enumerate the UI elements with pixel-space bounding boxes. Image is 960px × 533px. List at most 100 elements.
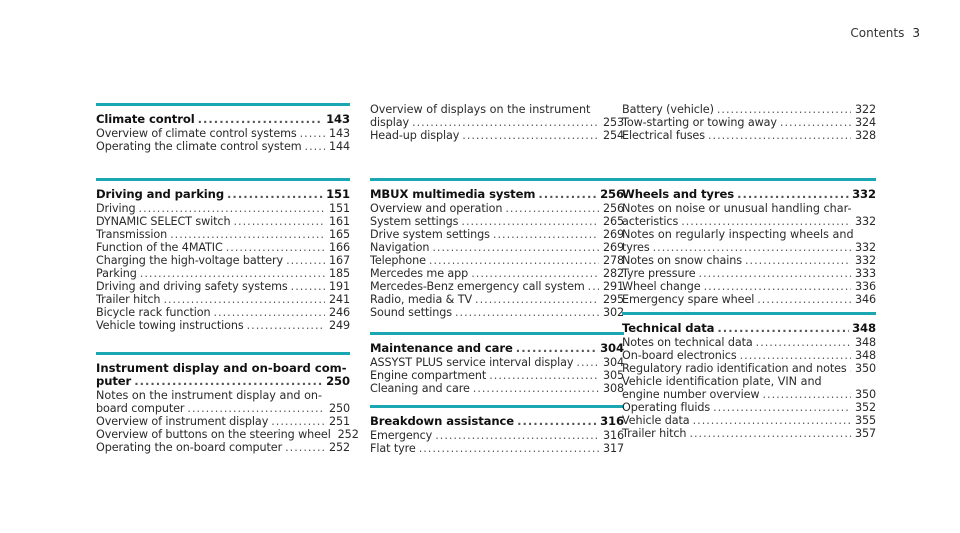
toc-heading-page: 332 [852, 187, 876, 201]
toc-entry-line1: Vehicle identification plate, VIN and [622, 375, 822, 388]
toc-entry-page: 308 [602, 382, 624, 395]
toc-entry[interactable]: Charging the high-voltage battery 167 [96, 254, 350, 267]
toc-entry-page: 302 [602, 306, 624, 319]
toc-entry[interactable]: Trailer hitch 357 [622, 427, 876, 440]
toc-heading[interactable]: Breakdown assistance 316 [370, 415, 624, 429]
toc-entry[interactable]: Driving and driving safety systems 191 [96, 280, 350, 293]
toc-entry[interactable]: Transmission 165 [96, 228, 350, 241]
toc-entry[interactable]: acteristics 332 [622, 215, 876, 228]
toc-entry-title: Mercedes me app [370, 267, 469, 280]
dot-leader [740, 349, 851, 362]
toc-entry-page: 252 [337, 428, 359, 441]
toc-entry[interactable]: Mercedes me app 282 [370, 267, 624, 280]
dot-leader [493, 228, 599, 241]
toc-heading[interactable]: MBUX multimedia system 256 [370, 188, 624, 202]
dot-leader [247, 319, 325, 332]
toc-entry[interactable]: Vehicle data 355 [622, 414, 876, 427]
toc-entry-title: Trailer hitch [622, 427, 687, 440]
toc-entry[interactable]: Drive system settings 269 [370, 228, 624, 241]
toc-entry[interactable]: engine number overview 350 [622, 388, 876, 401]
toc-entry[interactable]: Overview of climate control systems 143 [96, 127, 350, 140]
toc-entry-page: 333 [854, 267, 876, 280]
toc-entry-page: 291 [602, 280, 624, 293]
toc-entry[interactable]: Mercedes-Benz emergency call system 291 [370, 280, 624, 293]
toc-entry[interactable]: Engine compartment 305 [370, 369, 624, 382]
dot-leader [762, 388, 851, 401]
toc-entry[interactable]: Wheel change 336 [622, 280, 876, 293]
toc-entry[interactable]: Bicycle rack function 246 [96, 306, 350, 319]
toc-entry[interactable]: Operating the climate control system 144 [96, 140, 350, 153]
dot-leader [170, 228, 325, 241]
toc-entry-title: Operating the climate control system [96, 140, 302, 153]
toc-entry-page: 241 [328, 293, 350, 306]
toc-entry-page: 295 [602, 293, 624, 306]
toc-heading-title: Climate control [96, 112, 195, 126]
dot-leader [198, 113, 324, 126]
toc-entry-page: 151 [328, 202, 350, 215]
dot-leader [462, 129, 599, 142]
section-rule [370, 332, 624, 335]
toc-entry[interactable]: Cleaning and care 308 [370, 382, 624, 395]
toc-entry-title: Overview of buttons on the steering whee… [96, 428, 331, 441]
toc-entry[interactable]: On-board electronics 348 [622, 349, 876, 362]
toc-entry[interactable]: Electrical fuses 328 [622, 129, 876, 142]
dot-leader [681, 215, 851, 228]
toc-entry[interactable]: board computer 250 [96, 402, 350, 415]
toc-entry[interactable]: Function of the 4MATIC 166 [96, 241, 350, 254]
toc-entry[interactable]: Emergency 316 [370, 429, 624, 442]
toc-entry[interactable]: Telephone 278 [370, 254, 624, 267]
toc-entry[interactable]: Notes on snow chains 332 [622, 254, 876, 267]
toc-heading[interactable]: puter 250 [96, 375, 350, 389]
toc-entry[interactable]: Tyre pressure 333 [622, 267, 876, 280]
dot-leader [300, 127, 325, 140]
toc-entry[interactable]: Flat tyre 317 [370, 442, 624, 455]
toc-entry[interactable]: Regulatory radio identification and note… [622, 362, 876, 375]
toc-entry[interactable]: Tow-starting or towing away 324 [622, 116, 876, 129]
toc-entry-title: Overview and operation [370, 202, 503, 215]
toc-entry-page: 282 [602, 267, 624, 280]
toc-entry-title: Radio, media & TV [370, 293, 473, 306]
toc-entry[interactable]: Operating fluids 352 [622, 401, 876, 414]
toc-entry[interactable]: Battery (vehicle) 322 [622, 103, 876, 116]
toc-entry-title: Regulatory radio identification and note… [622, 362, 847, 375]
toc-heading[interactable]: Wheels and tyres 332 [622, 187, 876, 202]
toc-entry[interactable]: Operating the on-board computer 252 [96, 441, 350, 454]
toc-entry-title: Engine compartment [370, 369, 487, 382]
toc-entry[interactable]: Vehicle towing instructions 249 [96, 319, 350, 332]
toc-heading-page: 304 [600, 341, 624, 355]
toc-entry-title: Parking [96, 267, 137, 280]
toc-entry-page: 246 [328, 306, 350, 319]
toc-entry[interactable]: Radio, media & TV 295 [370, 293, 624, 306]
toc-entry[interactable]: Parking 185 [96, 267, 350, 280]
toc-entry-title: Function of the 4MATIC [96, 241, 223, 254]
toc-heading[interactable]: Maintenance and care 304 [370, 341, 624, 356]
dot-leader [461, 215, 599, 228]
toc-entry[interactable]: DYNAMIC SELECT switch 161 [96, 215, 350, 228]
toc-entry-title: display [370, 116, 410, 129]
toc-entry[interactable]: Overview of instrument display 251 [96, 415, 350, 428]
toc-entry[interactable]: Overview and operation 256 [370, 202, 624, 215]
toc-entry[interactable]: ASSYST PLUS service interval display 304 [370, 356, 624, 369]
toc-entry[interactable]: Overview of buttons on the steering whee… [96, 428, 359, 441]
dot-leader [538, 188, 597, 201]
toc-entry-page: 317 [602, 442, 624, 455]
toc-heading[interactable]: Driving and parking 151 [96, 187, 350, 202]
toc-entry[interactable]: Navigation 269 [370, 241, 624, 254]
toc-heading[interactable]: Technical data 348 [622, 322, 876, 336]
toc-entry[interactable]: Head-up display 254 [370, 129, 624, 142]
dot-leader [850, 362, 851, 375]
toc-heading-page: 151 [326, 187, 350, 201]
toc-entry[interactable]: Emergency spare wheel 346 [622, 293, 876, 306]
toc-entry-page: 254 [602, 129, 624, 142]
toc-entry[interactable]: Driving 151 [96, 202, 350, 215]
toc-entry[interactable]: tyres 332 [622, 241, 876, 254]
toc-entry[interactable]: Trailer hitch 241 [96, 293, 350, 306]
toc-entry-page: 269 [602, 241, 624, 254]
toc-entry[interactable]: System settings 265 [370, 215, 624, 228]
toc-entry-title: Sound settings [370, 306, 452, 319]
toc-entry-page: 324 [854, 116, 876, 129]
toc-entry[interactable]: display 253 [370, 116, 624, 129]
toc-heading[interactable]: Climate control 143 [96, 112, 350, 127]
toc-entry[interactable]: Sound settings 302 [370, 306, 624, 319]
toc-entry[interactable]: Notes on technical data 348 [622, 336, 876, 349]
